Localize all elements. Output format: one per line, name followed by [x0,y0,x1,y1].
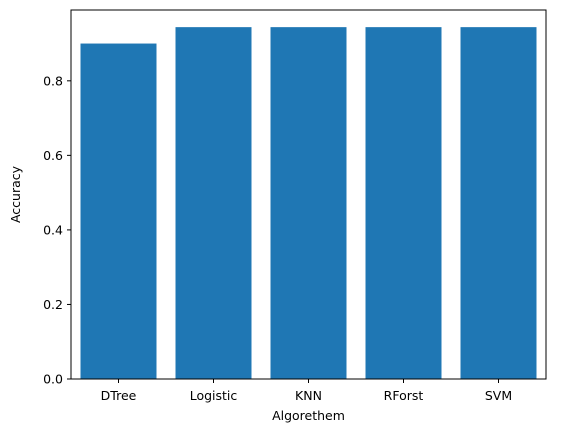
y-axis-label: Accuracy [8,165,23,223]
bar-rforst [365,27,442,380]
x-tick-label-svm: SVM [485,388,512,403]
x-tick-label-dtree: DTree [101,388,137,403]
x-tick-label-logistic: Logistic [190,388,238,403]
bars-group [80,27,537,380]
y-tick-label: 0.8 [43,73,63,88]
bar-svm [460,27,537,380]
bar-logistic [175,27,252,380]
y-tick-label: 0.0 [43,372,63,387]
y-ticks: 0.0 0.2 0.4 0.6 0.8 [43,73,71,387]
x-tick-label-rforst: RForst [384,388,424,403]
bar-dtree [80,43,157,379]
plot-frame [70,9,547,380]
x-ticks: DTree Logistic KNN RForst SVM [101,379,512,403]
y-tick-label: 0.2 [43,297,63,312]
x-axis-label: Algorethem [272,408,345,423]
x-tick-label-knn: KNN [295,388,322,403]
y-tick-label: 0.4 [43,222,63,237]
bar-knn [270,27,347,380]
y-tick-label: 0.6 [43,148,63,163]
